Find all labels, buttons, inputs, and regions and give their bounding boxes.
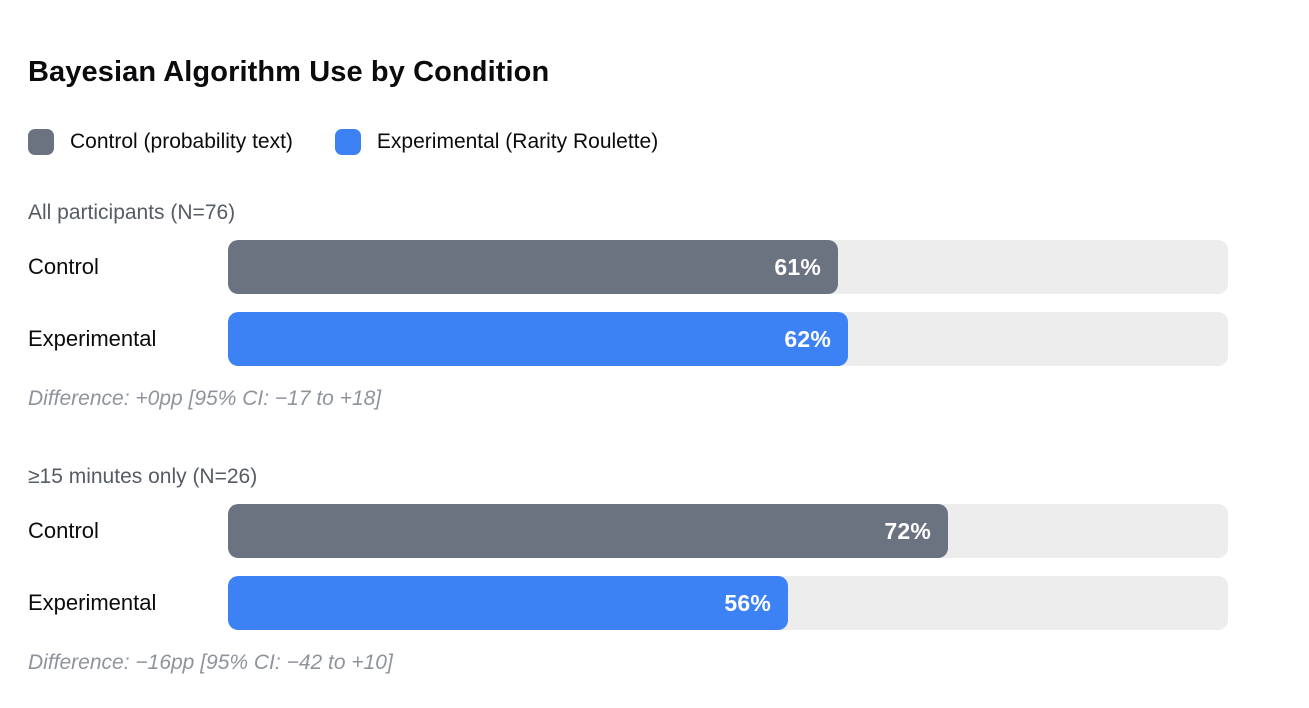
bar-row-experimental: Experimental 62% xyxy=(28,312,1228,367)
bar-label: Experimental xyxy=(28,590,157,616)
legend: Control (probability text) Experimental … xyxy=(28,128,1228,156)
legend-swatch-control-icon xyxy=(28,129,54,156)
group-15-minutes-only: ≥15 minutes only (N=26) Control 72% Expe… xyxy=(28,464,1228,676)
bar-row-control: Control 72% xyxy=(28,504,1228,559)
bar-row-control: Control 61% xyxy=(28,240,1228,295)
bar-label: Control xyxy=(28,254,99,280)
difference-note: Difference: −16pp [95% CI: −42 to +10] xyxy=(28,651,393,675)
bar-value: 56% xyxy=(724,589,771,616)
bar-track: 61% xyxy=(228,240,1228,295)
difference-note: Difference: +0pp [95% CI: −17 to +18] xyxy=(28,387,382,411)
bar-value: 72% xyxy=(884,517,931,544)
bar-fill-experimental: 62% xyxy=(228,312,848,367)
chart-card: Bayesian Algorithm Use by Condition Cont… xyxy=(28,54,1228,676)
bar-label: Experimental xyxy=(28,326,157,352)
group-header: ≥15 minutes only (N=26) xyxy=(28,465,258,489)
bar-value: 61% xyxy=(774,253,821,280)
group-all-participants: All participants (N=76) Control 61% Expe… xyxy=(28,200,1228,412)
legend-label-control: Control (probability text) xyxy=(70,130,293,154)
bar-fill-control: 72% xyxy=(228,504,948,559)
legend-item-experimental: Experimental (Rarity Roulette) xyxy=(334,129,659,156)
bar-label: Control xyxy=(28,518,99,544)
bar-track: 56% xyxy=(228,576,1228,631)
bar-fill-experimental: 56% xyxy=(228,576,788,631)
legend-item-control: Control (probability text) xyxy=(28,129,293,156)
bar-value: 62% xyxy=(784,325,831,352)
bar-track: 72% xyxy=(228,504,1228,559)
bar-row-experimental: Experimental 56% xyxy=(28,576,1228,631)
legend-swatch-experimental-icon xyxy=(334,129,361,156)
chart-title: Bayesian Algorithm Use by Condition xyxy=(28,56,550,88)
bar-track: 62% xyxy=(228,312,1228,367)
group-header: All participants (N=76) xyxy=(28,201,236,225)
bar-fill-control: 61% xyxy=(228,240,838,295)
legend-label-experimental: Experimental (Rarity Roulette) xyxy=(376,130,659,154)
